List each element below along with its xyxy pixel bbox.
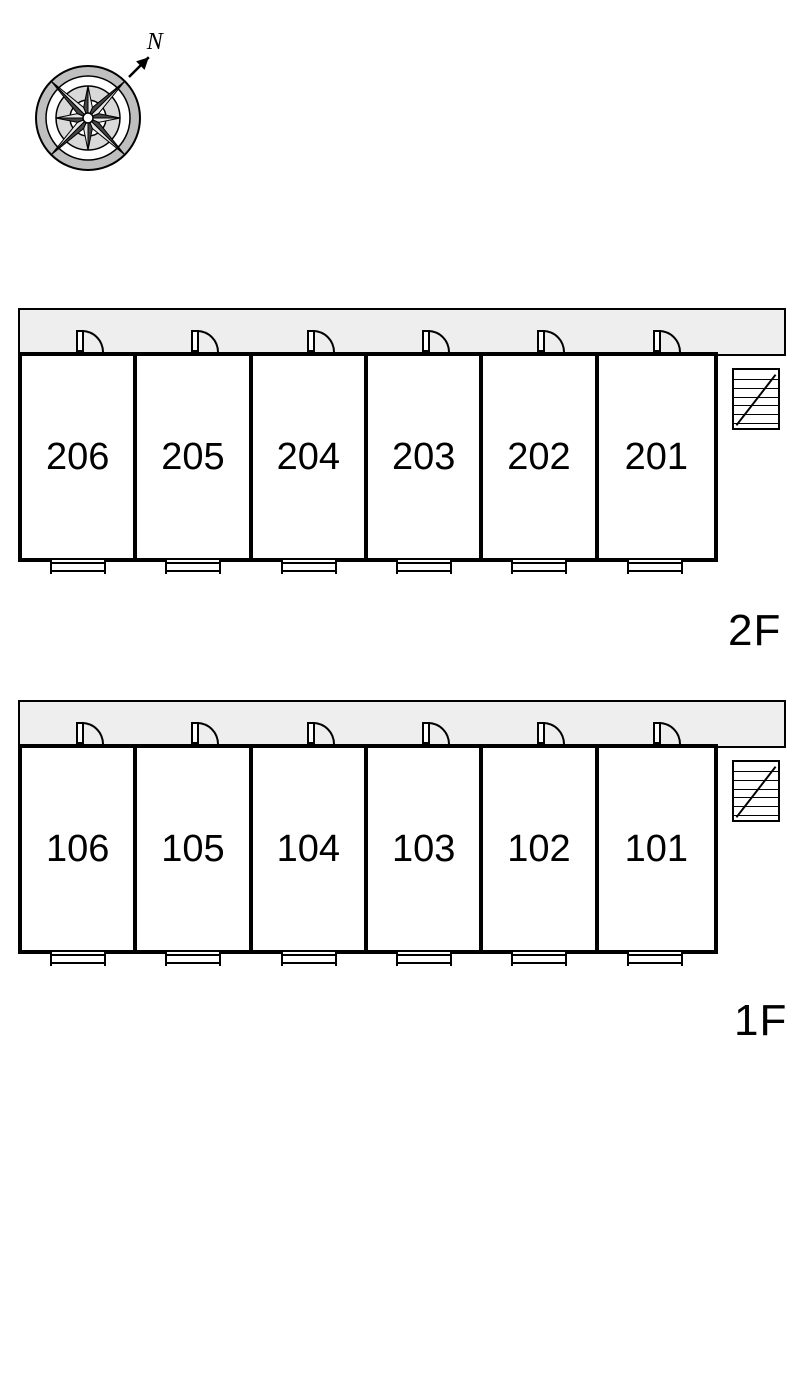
door-icon xyxy=(422,330,466,352)
unit-201: 201 xyxy=(599,356,714,558)
door-icon xyxy=(653,722,697,744)
door-icon xyxy=(307,330,351,352)
unit-101: 101 xyxy=(599,748,714,950)
window-icon xyxy=(50,952,106,966)
door-icon xyxy=(537,330,581,352)
door-icon xyxy=(653,330,697,352)
unit-label: 103 xyxy=(392,828,455,871)
unit-205: 205 xyxy=(137,356,252,558)
units-row: 206 205 204 203 202 201 xyxy=(18,352,718,562)
unit-206: 206 xyxy=(22,356,137,558)
unit-204: 204 xyxy=(253,356,368,558)
window-icon xyxy=(396,952,452,966)
floorplan-canvas: N 206 205 204 203 202 201 106 105 104 103 102 101 2… xyxy=(0,0,800,1373)
unit-label: 101 xyxy=(625,828,688,871)
unit-label: 102 xyxy=(507,828,570,871)
window-icon xyxy=(165,560,221,574)
door-icon xyxy=(76,722,120,744)
window-icon xyxy=(511,560,567,574)
door-icon xyxy=(191,722,235,744)
door-icon xyxy=(537,722,581,744)
stair-icon xyxy=(732,368,780,430)
window-icon xyxy=(627,952,683,966)
unit-label: 206 xyxy=(46,436,109,479)
window-icon xyxy=(50,560,106,574)
unit-label: 201 xyxy=(625,436,688,479)
window-icon xyxy=(511,952,567,966)
unit-106: 106 xyxy=(22,748,137,950)
door-icon xyxy=(76,330,120,352)
window-icon xyxy=(396,560,452,574)
door-icon xyxy=(191,330,235,352)
window-icon xyxy=(165,952,221,966)
unit-label: 106 xyxy=(46,828,109,871)
compass-rose: N xyxy=(18,8,178,193)
floor-2F: 206 205 204 203 202 201 xyxy=(18,308,786,592)
unit-202: 202 xyxy=(483,356,598,558)
floor-1F: 106 105 104 103 102 101 xyxy=(18,700,786,984)
svg-text:N: N xyxy=(146,29,165,55)
floor-label: 1F xyxy=(734,996,787,1046)
unit-label: 202 xyxy=(507,436,570,479)
unit-label: 203 xyxy=(392,436,455,479)
window-icon xyxy=(627,560,683,574)
unit-label: 204 xyxy=(277,436,340,479)
floor-label: 2F xyxy=(728,606,781,656)
unit-label: 104 xyxy=(277,828,340,871)
unit-103: 103 xyxy=(368,748,483,950)
units-row: 106 105 104 103 102 101 xyxy=(18,744,718,954)
unit-102: 102 xyxy=(483,748,598,950)
unit-203: 203 xyxy=(368,356,483,558)
door-icon xyxy=(307,722,351,744)
unit-label: 205 xyxy=(161,436,224,479)
stair-icon xyxy=(732,760,780,822)
door-icon xyxy=(422,722,466,744)
compass-icon: N xyxy=(18,8,178,188)
unit-105: 105 xyxy=(137,748,252,950)
unit-104: 104 xyxy=(253,748,368,950)
unit-label: 105 xyxy=(161,828,224,871)
window-icon xyxy=(281,560,337,574)
window-icon xyxy=(281,952,337,966)
